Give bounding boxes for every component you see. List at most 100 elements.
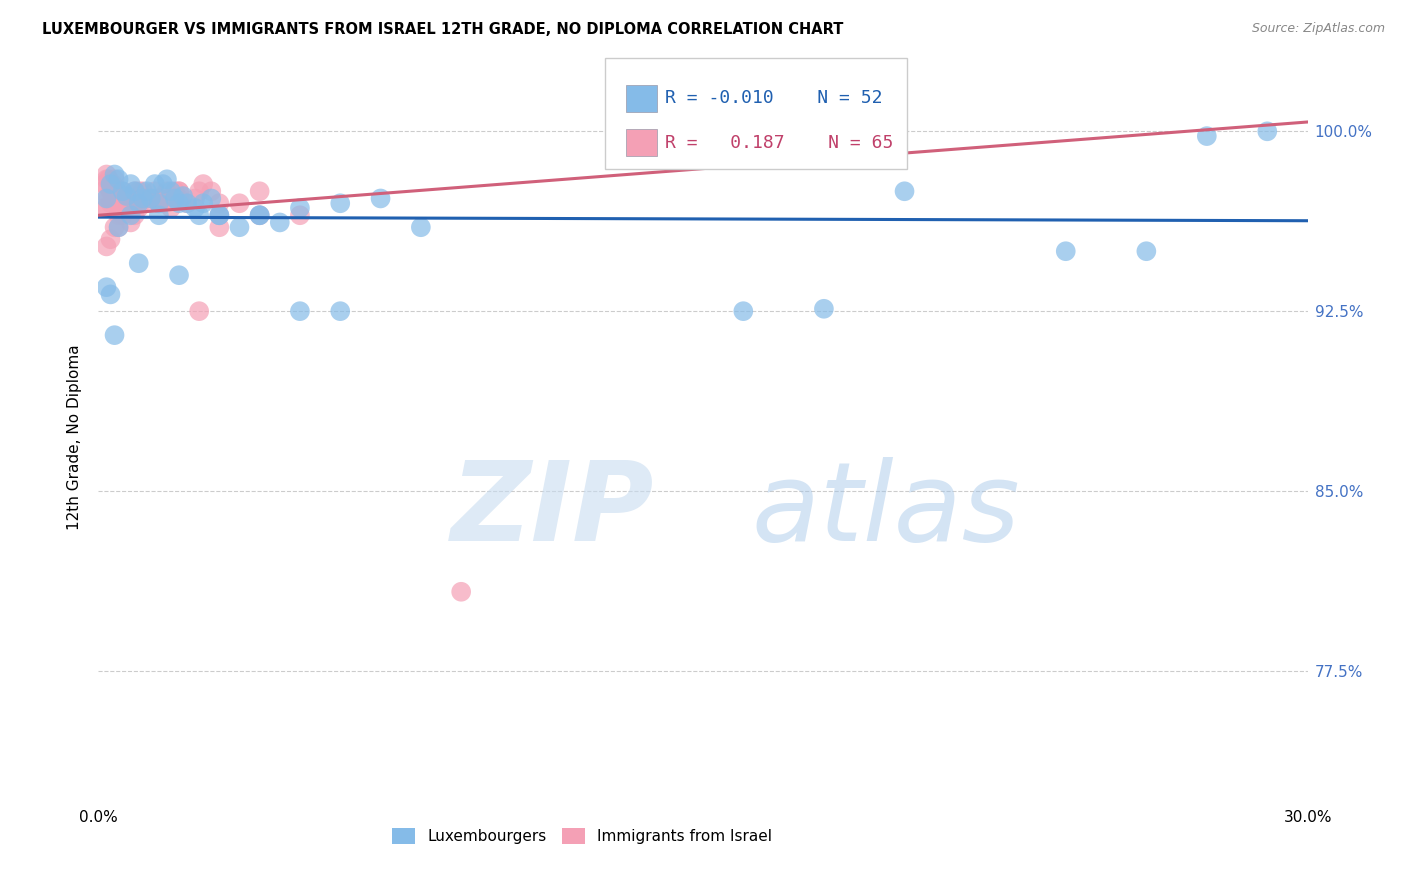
Point (152, 177, 174, 191)
Point (93, 201, 115, 215)
Point (288, 304, 311, 318)
Point (249, 208, 271, 222)
Point (188, 208, 211, 222)
Point (176, 196, 198, 211)
Point (200, 191, 222, 205)
Point (167, 191, 190, 205)
Point (111, 208, 134, 222)
Legend: Luxembourgers, Immigrants from Israel: Luxembourgers, Immigrants from Israel (387, 822, 778, 850)
Point (329, 304, 352, 318)
Point (96, 239, 118, 253)
Point (103, 220, 125, 235)
Point (249, 184, 271, 198)
Point (100, 184, 122, 198)
Point (249, 208, 271, 222)
Point (96, 168, 118, 182)
Point (111, 184, 134, 198)
Point (120, 208, 142, 222)
Point (135, 191, 157, 205)
Point (91, 184, 114, 198)
Point (1054, 244, 1077, 259)
Point (143, 177, 166, 191)
Point (100, 177, 122, 191)
Point (370, 191, 392, 205)
Point (148, 191, 170, 205)
Point (188, 184, 211, 198)
Point (208, 208, 231, 222)
Point (148, 196, 170, 211)
Text: Source: ZipAtlas.com: Source: ZipAtlas.com (1251, 22, 1385, 36)
Point (288, 208, 311, 222)
Point (103, 168, 125, 182)
Point (107, 220, 129, 235)
Point (107, 208, 129, 222)
Y-axis label: 12th Grade, No Diploma: 12th Grade, No Diploma (67, 344, 83, 530)
Point (172, 189, 194, 203)
Point (120, 215, 142, 229)
Point (128, 196, 150, 211)
Text: LUXEMBOURGER VS IMMIGRANTS FROM ISRAEL 12TH GRADE, NO DIPLOMA CORRELATION CHART: LUXEMBOURGER VS IMMIGRANTS FROM ISRAEL 1… (42, 22, 844, 37)
Point (208, 220, 231, 235)
Point (450, 584, 472, 599)
Point (193, 196, 215, 211)
Point (228, 220, 250, 235)
Point (96, 172, 118, 186)
Point (409, 220, 432, 235)
Point (124, 184, 146, 198)
Text: atlas: atlas (751, 457, 1019, 564)
Point (132, 191, 155, 205)
Point (100, 196, 122, 211)
Point (115, 191, 138, 205)
Point (139, 191, 162, 205)
Point (135, 196, 157, 211)
Point (107, 172, 129, 186)
Point (100, 287, 122, 301)
Point (103, 172, 125, 186)
Point (128, 256, 150, 270)
Point (228, 196, 250, 211)
Point (152, 196, 174, 211)
Point (148, 196, 170, 211)
Text: ZIP: ZIP (451, 457, 655, 564)
Point (120, 196, 142, 211)
Point (208, 208, 231, 222)
Point (160, 191, 183, 205)
Point (176, 196, 198, 211)
Point (132, 184, 155, 198)
Point (128, 191, 150, 205)
Point (163, 191, 186, 205)
Point (160, 201, 183, 215)
Text: R =   0.187    N = 65: R = 0.187 N = 65 (665, 134, 893, 152)
Point (103, 328, 125, 343)
Point (128, 184, 150, 198)
Point (813, 301, 835, 316)
Point (124, 208, 146, 222)
Point (115, 201, 138, 215)
Point (96, 280, 118, 294)
Point (249, 208, 271, 222)
Point (188, 304, 211, 318)
Point (184, 201, 207, 215)
Point (156, 184, 179, 198)
Point (107, 196, 129, 211)
Point (184, 191, 207, 205)
Point (329, 196, 352, 211)
Point (120, 177, 142, 191)
Point (167, 184, 190, 198)
Point (208, 196, 231, 211)
Point (115, 191, 138, 205)
Point (160, 184, 183, 198)
Point (124, 184, 146, 198)
Point (96, 191, 118, 205)
Point (288, 201, 311, 215)
Point (107, 220, 129, 235)
Point (1195, 129, 1218, 144)
Point (100, 232, 122, 246)
Point (163, 184, 186, 198)
Point (96, 201, 118, 215)
Point (135, 184, 157, 198)
Point (97, 172, 120, 186)
Point (200, 184, 222, 198)
Point (128, 196, 150, 211)
Point (100, 184, 122, 198)
